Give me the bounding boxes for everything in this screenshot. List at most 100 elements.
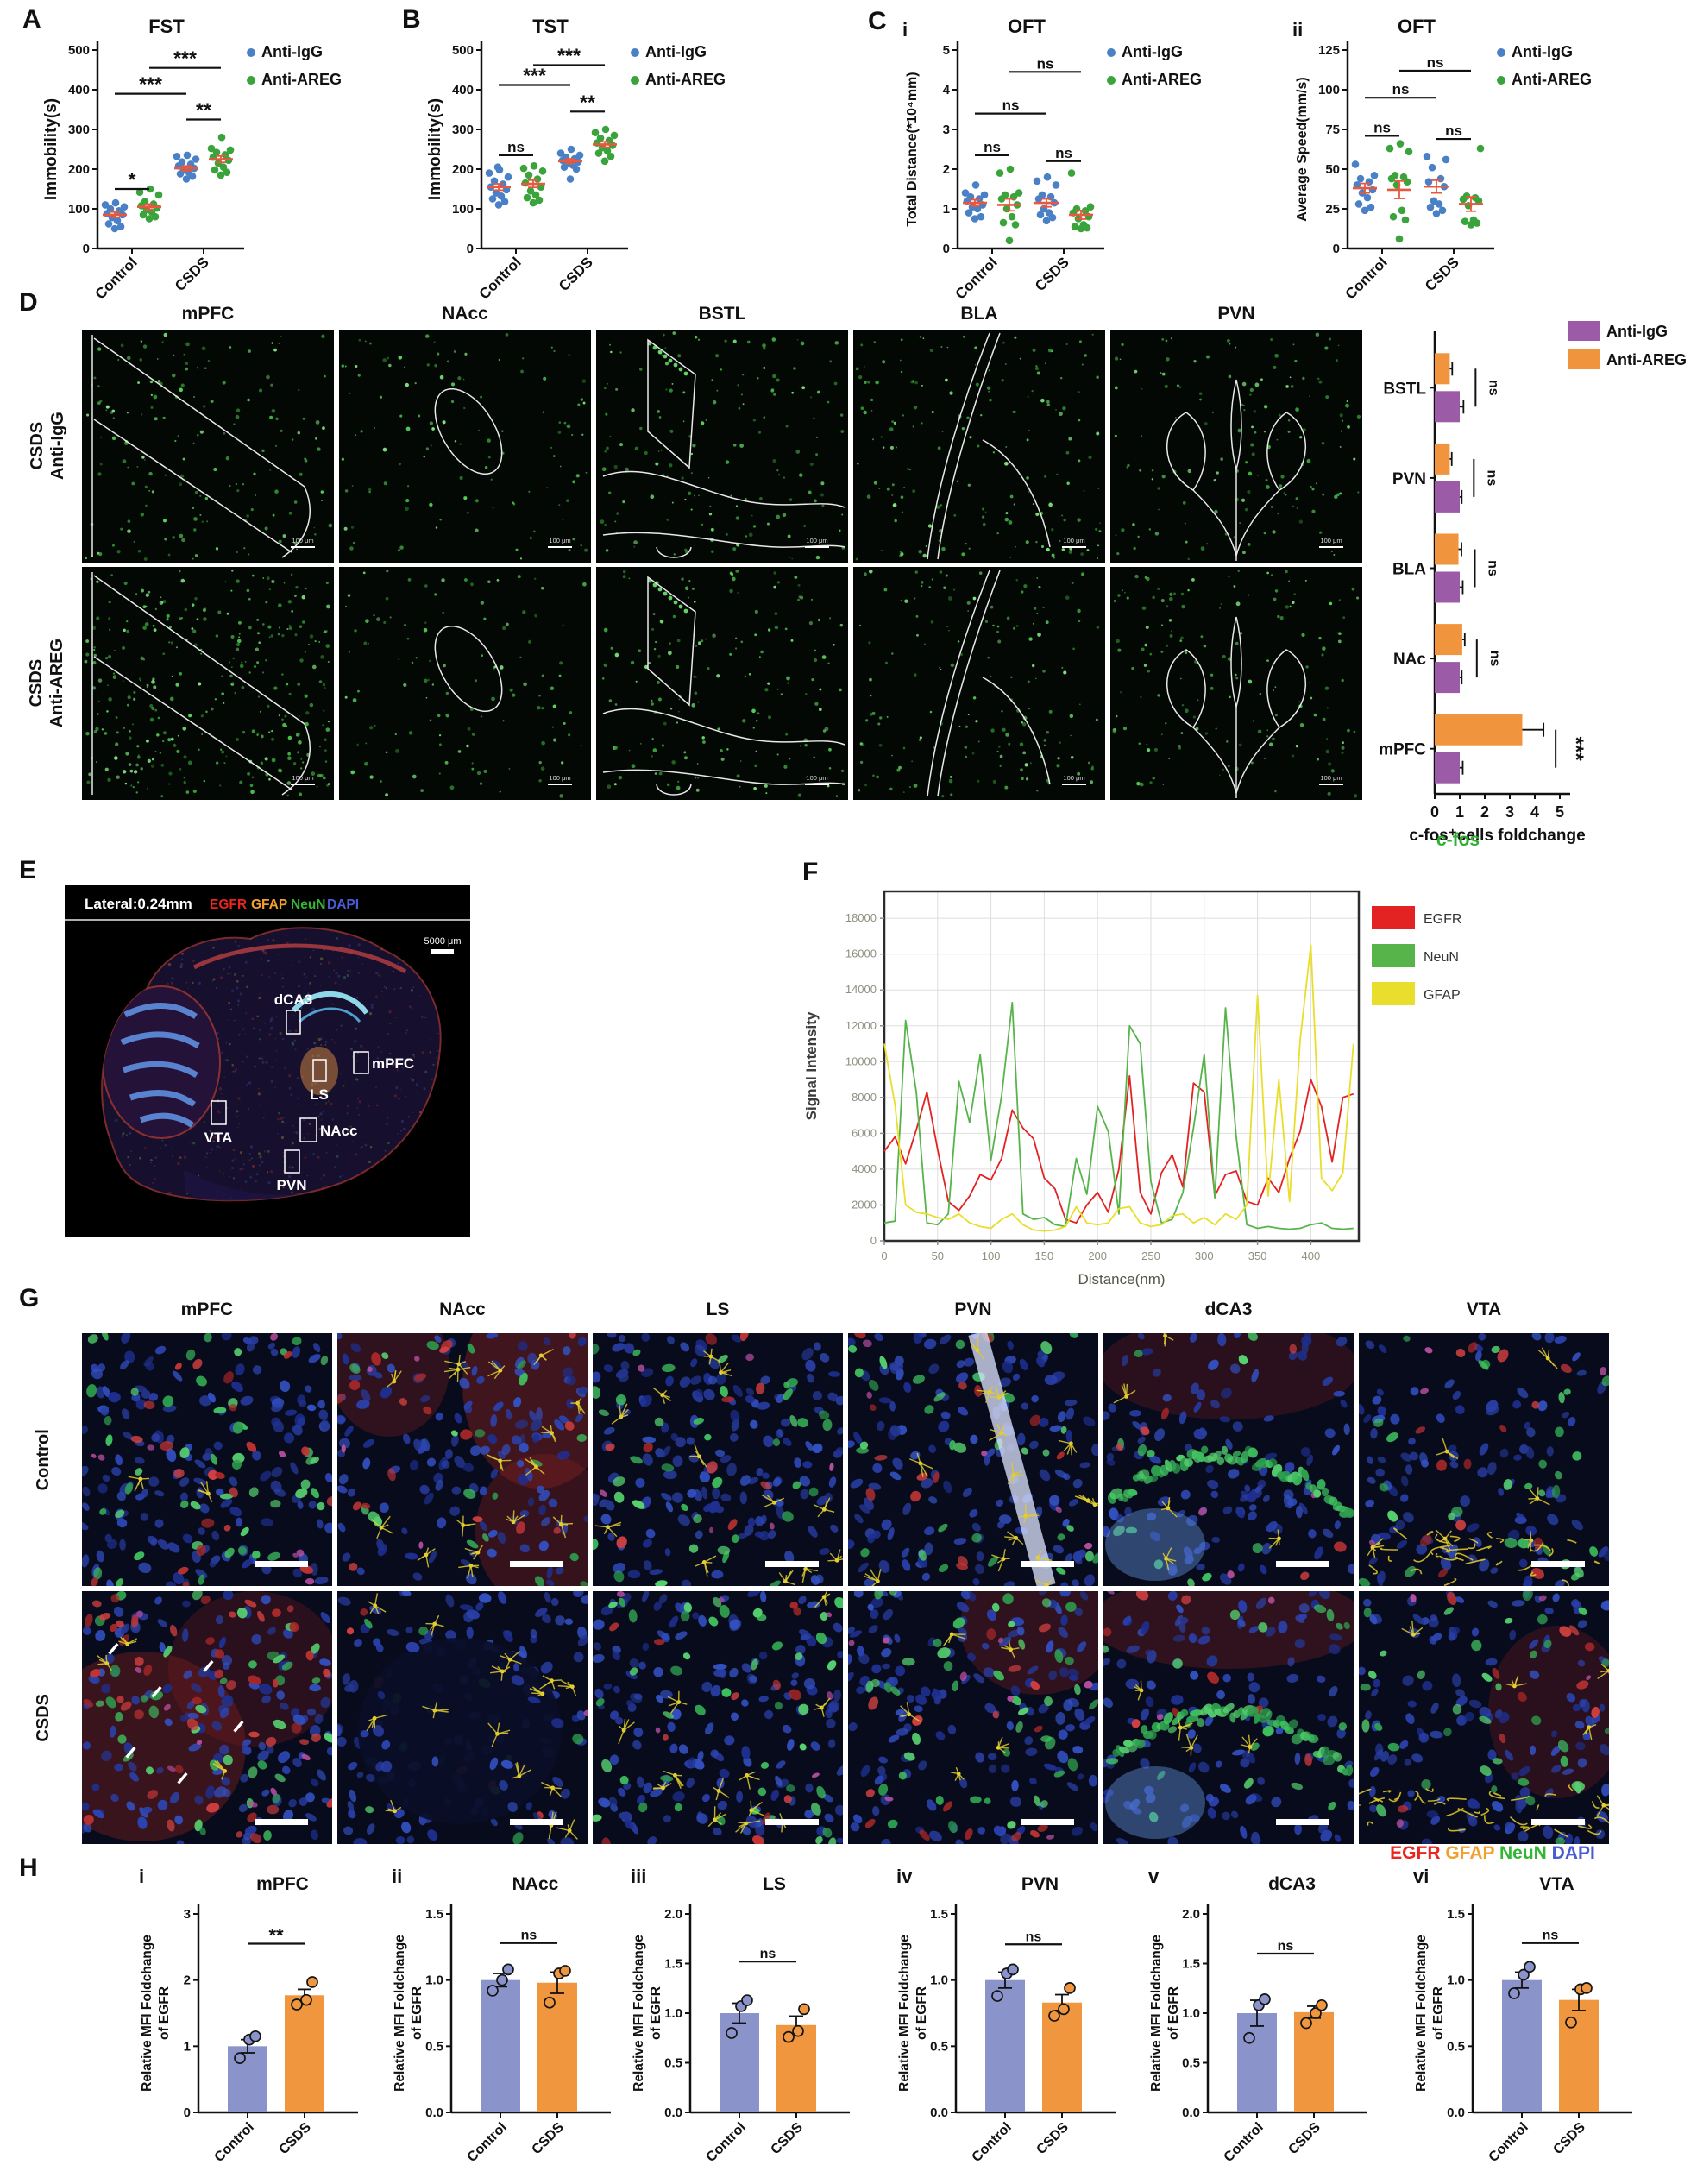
brain-region-label-vta: VTA [204,1130,233,1146]
panel-d-row-label-csds-anti-areg: CSDS Anti-AREG [27,639,67,728]
panel-d-row-label-csds-anti-igg: CSDS Anti-IgG [27,412,66,481]
x-axis-label: c-fos⁺cells foldchange [1409,827,1585,845]
chart-title: PVN [1021,1874,1059,1894]
svg-text:ns: ns [1487,651,1502,667]
svg-text:400: 400 [68,83,90,98]
panel-g-column-header-dca3: dCA3 [1204,1300,1253,1319]
svg-text:50: 50 [1325,162,1340,177]
svg-text:0: 0 [943,242,950,256]
cfos-image-mpfc-csds-anti-igg: 100 μm [82,330,334,563]
chart-title: LS [763,1874,786,1894]
sub-panel-label: v [1148,1866,1160,1887]
mfi-bar-chart-vta: 0.0 0.5 1.0 1.5 Relative MFI Foldchange of EG… [1413,1866,1632,2165]
svg-text:350: 350 [1248,1249,1267,1262]
legend-label-egfr: EGFR [1424,912,1461,927]
svg-text:ns: ns [1445,123,1462,139]
sub-panel-label: vi [1413,1866,1429,1887]
svg-text:Control: Control [952,254,1001,302]
svg-text:1: 1 [1455,803,1464,821]
legend-label-anti-areg: Anti-AREG [1606,351,1687,368]
brain-region-label-ls: LS [310,1086,329,1103]
legend-label-anti-areg: Anti-AREG [1122,71,1202,88]
region-label-bstl: BSTL [1383,380,1426,398]
legend-label-anti-igg: Anti-IgG [261,43,323,60]
cfos-image-nacc-csds-anti-areg: 100 μm [339,567,591,800]
svg-text:2: 2 [184,1973,191,1988]
svg-text:Control: Control [704,2120,749,2165]
svg-text:CSDS: CSDS [1550,2120,1588,2158]
stain-caption-dapi: DAPI [1551,1843,1595,1863]
svg-text:ns: ns [984,139,1001,155]
svg-text:of EGFR: of EGFR [157,1986,172,2040]
if-image-vta-csds [1359,1591,1609,1844]
svg-text:***: *** [1564,737,1587,762]
svg-text:of EGFR: of EGFR [1166,1986,1181,2040]
svg-text:100 μm: 100 μm [549,537,570,544]
svg-text:Control: Control [1222,2120,1266,2165]
panel-d-column-header-pvn: PVN [1217,304,1255,324]
panel-g-column-header-mpfc: mPFC [180,1300,234,1319]
svg-text:4000: 4000 [852,1162,877,1175]
svg-text:ns: ns [521,1929,537,1943]
y-axis-label: Immobility(s) [426,98,444,200]
chart-title: VTA [1539,1874,1574,1894]
stain-label-gfap: GFAP [251,897,287,912]
svg-text:0.0: 0.0 [425,2105,443,2120]
svg-text:75: 75 [1325,123,1340,137]
svg-text:CSDS: CSDS [768,2120,806,2158]
if-image-vta-control [1359,1333,1609,1586]
svg-text:CSDS: CSDS [1422,254,1462,294]
stain-label-neun: NeuN [291,897,325,912]
x-axis-label: Distance(nm) [1078,1271,1165,1287]
svg-text:1.0: 1.0 [1182,2006,1200,2021]
panel-label-h: H [19,1854,38,1882]
panel-d-column-header-mpfc: mPFC [181,304,235,324]
y-axis-label: Immobility(s) [42,98,60,200]
svg-text:3: 3 [184,1907,191,1922]
svg-text:0: 0 [184,2105,191,2120]
svg-text:0: 0 [83,242,90,256]
svg-text:Control: Control [92,254,141,302]
mfi-bar-chart-pvn: 0.0 0.5 1.0 1.5 Relative MFI Foldchange of EG… [896,1866,1116,2165]
panel-g-row-label-csds: CSDS [34,1693,53,1742]
svg-text:100 μm: 100 μm [292,774,313,782]
panel-g-column-header-pvn: PVN [954,1300,992,1319]
svg-text:200: 200 [1088,1249,1107,1262]
svg-text:300: 300 [452,123,474,137]
svg-text:3: 3 [1505,803,1514,821]
brain-region-label-pvn: PVN [277,1177,307,1193]
y-axis-label: Relative MFI Foldchange [632,1935,646,2092]
svg-text:**: ** [580,91,595,113]
if-image-pvn-control [848,1333,1098,1586]
svg-text:0.0: 0.0 [930,2105,948,2120]
svg-text:of EGFR: of EGFR [649,1986,663,2040]
panel-label-c: C [868,7,887,35]
sub-panel-label: i [139,1866,144,1887]
svg-text:CSDS: CSDS [276,2120,314,2158]
svg-text:100 μm: 100 μm [806,537,827,544]
lateral-coordinate-label: Lateral:0.24mm [85,896,192,912]
svg-text:***: *** [173,47,197,70]
svg-text:50: 50 [932,1249,944,1262]
svg-text:ns: ns [1485,560,1499,576]
svg-text:ns: ns [1543,1929,1559,1943]
legend-label-gfap: GFAP [1424,988,1461,1003]
chart-title: FST [148,16,185,37]
y-axis-label: Relative MFI Foldchange [1414,1935,1429,2092]
svg-text:ns: ns [1427,54,1444,71]
y-axis-label: Relative MFI Foldchange [897,1935,912,2092]
sub-panel-label: ii [392,1866,402,1887]
svg-text:***: *** [139,73,162,96]
panel-d-column-header-bla: BLA [960,304,998,324]
svg-text:0.0: 0.0 [1182,2105,1200,2120]
svg-text:1.5: 1.5 [664,1957,682,1972]
svg-text:400: 400 [1302,1249,1321,1262]
if-image-nacc-control [337,1333,588,1586]
panel-label-g: G [19,1284,40,1312]
svg-text:100 μm: 100 μm [292,537,313,544]
svg-text:4: 4 [943,83,951,98]
mfi-bar-chart-nacc: 0.0 0.5 1.0 1.5 Relative MFI Foldchange of EG… [392,1866,611,2165]
svg-text:100: 100 [452,202,474,217]
svg-text:0.5: 0.5 [930,2039,948,2054]
brain-region-label-nacc: NAcc [320,1123,357,1139]
